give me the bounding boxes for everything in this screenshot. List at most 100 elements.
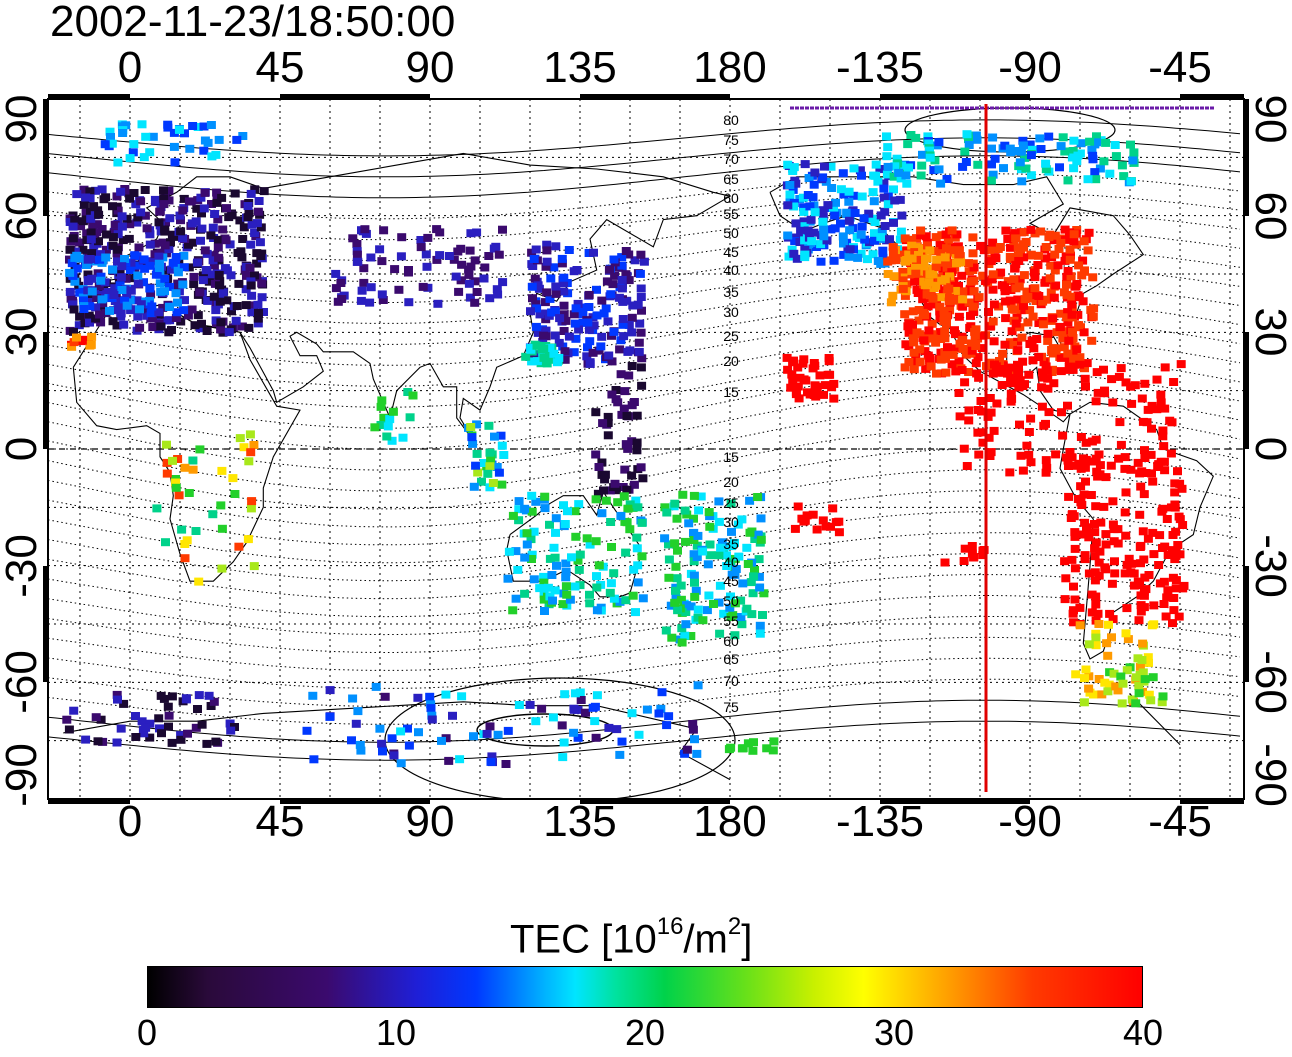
tec-cell [62, 715, 72, 724]
tec-cell [768, 746, 778, 755]
tec-cell [243, 202, 253, 210]
tec-cell [174, 491, 184, 500]
tec-cell [1090, 576, 1100, 585]
tec-cell [704, 508, 714, 517]
tec-cell [636, 463, 646, 472]
tec-cell [632, 411, 642, 420]
tec-cell [902, 179, 912, 188]
tec-cell [1071, 670, 1081, 679]
tec-cell [1090, 552, 1100, 561]
tec-cell [464, 270, 474, 279]
tec-cell [254, 308, 263, 317]
tec-cell [802, 511, 812, 520]
tec-cell [375, 724, 385, 733]
tec-cell [560, 520, 570, 528]
tec-cell [943, 236, 953, 245]
tec-cell [689, 514, 698, 523]
colorbar-tick: 20 [624, 1012, 666, 1053]
contour-label: 20 [723, 474, 739, 490]
tec-cell [961, 350, 971, 359]
tec-cell [892, 154, 902, 163]
tec-cell [1076, 498, 1086, 507]
tec-cell [1070, 528, 1080, 537]
tec-cell [942, 312, 952, 321]
tec-cell [530, 274, 540, 283]
tec-cell [1096, 518, 1106, 527]
tec-cell [385, 415, 395, 424]
tec-cell [591, 450, 601, 459]
tec-cell [356, 746, 366, 755]
tec-cell [116, 187, 126, 196]
tec-cell [621, 596, 631, 605]
tec-cell [603, 419, 613, 427]
tec-cell [533, 281, 543, 290]
tec-cell [769, 737, 779, 746]
tec-cell [749, 738, 758, 747]
tec-cell [636, 293, 646, 301]
tec-cell [140, 186, 150, 194]
tec-cell [1161, 612, 1171, 621]
tec-cell [87, 287, 97, 296]
tec-cell [631, 496, 641, 505]
tec-cell [1067, 310, 1077, 319]
tec-cell [465, 246, 475, 255]
tec-cell [924, 326, 934, 335]
tec-cell [793, 382, 803, 391]
tec-cell [1156, 390, 1166, 399]
tec-cell [166, 265, 176, 274]
tec-cell [183, 311, 193, 320]
tec-cell [561, 582, 571, 591]
tec-cell [1023, 318, 1033, 327]
tec-cell [162, 440, 171, 449]
tec-cell [120, 255, 129, 263]
tec-cell [585, 337, 595, 346]
tec-cell [188, 465, 198, 474]
tec-cell [1136, 482, 1146, 491]
tec-cell [733, 520, 743, 529]
tec-cell [1013, 346, 1023, 355]
tec-cell [907, 241, 917, 250]
tec-cell [1121, 488, 1131, 497]
tec-cell [987, 275, 997, 284]
tec-cell [820, 162, 829, 171]
tec-cell [171, 253, 181, 261]
tec-cell [673, 546, 682, 555]
tec-cell [633, 578, 643, 587]
tec-cell [885, 235, 894, 244]
tec-cell [84, 276, 94, 284]
tec-cell [583, 318, 593, 327]
tec-cell [78, 217, 88, 226]
tec-cell [1091, 600, 1101, 609]
tec-cell [911, 133, 921, 142]
tec-cell [1158, 426, 1168, 435]
tec-cell [91, 303, 101, 312]
tec-cell [987, 160, 996, 169]
tec-cell [1095, 164, 1105, 173]
tec-cell [185, 144, 195, 153]
colorbar-tick: 40 [1122, 1012, 1164, 1053]
tec-cell [940, 348, 950, 356]
tec-cell [859, 214, 869, 223]
tec-cell [1021, 237, 1031, 246]
tec-cell [557, 254, 567, 263]
tec-cell [131, 200, 141, 209]
tec-cell [857, 222, 867, 231]
tec-cell [853, 253, 863, 262]
tec-cell [1058, 431, 1068, 440]
tec-cell [657, 688, 667, 697]
tec-cell [235, 434, 245, 443]
tec-cell [485, 448, 495, 457]
tec-cell [598, 419, 608, 428]
tec-cell [860, 235, 870, 244]
tec-cell [622, 485, 632, 494]
tec-cell [909, 365, 919, 374]
tec-cell [542, 288, 552, 297]
tec-cell [873, 257, 883, 265]
tec-cell [604, 351, 614, 360]
tec-cell [126, 286, 136, 295]
tec-cell [1043, 336, 1053, 345]
tec-cell [1000, 287, 1010, 296]
tec-cell [904, 342, 914, 351]
tec-cell [1174, 612, 1184, 621]
tec-cell [541, 262, 551, 271]
